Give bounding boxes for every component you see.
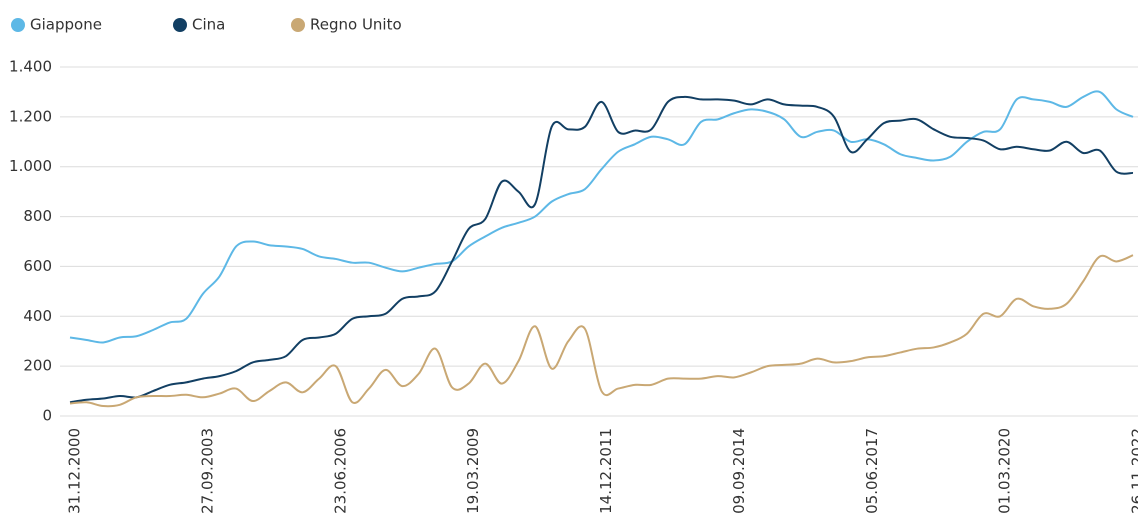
x-tick-label: 05.06.2017 — [863, 428, 881, 514]
line-series — [69, 95, 1134, 404]
line-series — [69, 90, 1134, 344]
line-series — [69, 254, 1134, 408]
x-tick-label: 27.09.2003 — [198, 428, 216, 514]
legend-label: Regno Unito — [310, 16, 402, 34]
y-tick-label: 1.000 — [9, 157, 52, 175]
x-tick-label: 01.03.2020 — [996, 428, 1014, 514]
x-tick-label: 19.03.2009 — [464, 428, 482, 514]
legend-marker — [173, 18, 187, 32]
y-tick-label: 400 — [23, 307, 52, 325]
y-tick-label: 800 — [23, 207, 52, 225]
legend-label: Cina — [192, 16, 225, 34]
legend-marker — [11, 18, 25, 32]
legend-marker — [291, 18, 305, 32]
legend-label: Giappone — [30, 16, 102, 34]
x-tick-label: 26.11.2022 — [1129, 428, 1138, 514]
y-tick-label: 1.400 — [9, 58, 52, 76]
y-tick-label: 600 — [23, 257, 52, 275]
y-tick-label: 0 — [42, 407, 52, 425]
x-tick-label: 14.12.2011 — [597, 428, 615, 514]
y-tick-label: 1.200 — [9, 107, 52, 125]
y-tick-label: 200 — [23, 357, 52, 375]
x-tick-label: 31.12.2000 — [66, 428, 84, 514]
x-tick-label: 23.06.2006 — [331, 428, 349, 514]
x-tick-label: 09.09.2014 — [730, 428, 748, 514]
